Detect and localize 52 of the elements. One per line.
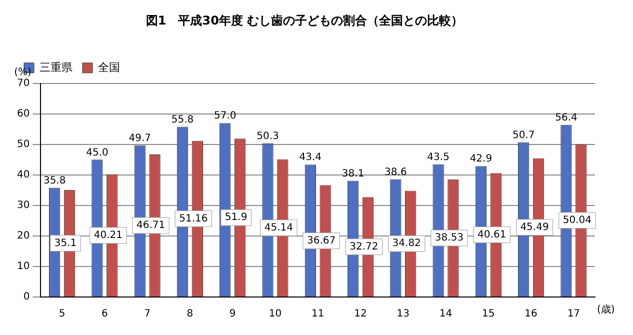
y-axis-title: (%)	[14, 66, 32, 78]
data-label: 40.61	[478, 229, 506, 240]
data-label: 49.7	[128, 132, 151, 144]
x-tick-label: 15	[482, 308, 495, 320]
x-tick-label: 9	[229, 308, 236, 320]
data-label: 50.3	[256, 131, 279, 142]
data-label: 32.72	[350, 241, 378, 252]
legend-label: 全国	[98, 60, 120, 74]
data-label: 57.0	[214, 110, 236, 122]
x-tick-label: 7	[144, 308, 151, 320]
data-label: 38.53	[434, 232, 464, 244]
x-axis-title: (歳)	[597, 304, 615, 316]
data-label: 56.4	[555, 112, 578, 124]
data-label: 45.0	[86, 147, 108, 158]
data-label: 50.7	[512, 130, 535, 141]
x-tick-label: 12	[354, 308, 367, 320]
data-label: 50.04	[562, 214, 592, 226]
data-label: 34.82	[392, 238, 421, 250]
y-tick-label: 70	[16, 78, 30, 89]
data-label: 51.16	[179, 213, 208, 224]
y-tick-label: 20	[16, 230, 30, 242]
data-label: 35.1	[54, 238, 77, 249]
x-tick-label: 16	[524, 308, 538, 320]
y-tick-label: 40	[16, 170, 30, 181]
x-tick-label: 11	[311, 308, 324, 320]
legend-label: 三重県	[40, 60, 72, 74]
data-label: 42.9	[470, 154, 492, 165]
data-label: 40.21	[94, 230, 122, 241]
data-label: 35.8	[43, 175, 66, 186]
data-label: 43.4	[299, 152, 322, 164]
x-tick-label: 8	[186, 308, 194, 320]
x-tick-label: 6	[101, 308, 108, 320]
x-tick-label: 13	[396, 308, 410, 320]
data-label: 36.67	[307, 235, 336, 246]
data-label: 38.1	[342, 168, 364, 180]
y-tick-label: 30	[16, 200, 30, 212]
data-label: 55.8	[171, 114, 194, 126]
x-tick-label: 5	[58, 308, 66, 320]
x-tick-label: 14	[439, 308, 452, 320]
y-tick-label: 0	[23, 292, 30, 303]
chart-title: 図1 平成30年度 むし歯の子どもの割合（全国との比較）	[146, 13, 464, 28]
x-tick-label: 10	[268, 308, 282, 320]
x-tick-label: 17	[567, 308, 580, 320]
data-label: 45.14	[264, 222, 294, 234]
y-tick-label: 50	[16, 139, 30, 150]
data-label: 43.5	[427, 152, 450, 163]
data-label: 45.49	[520, 222, 549, 233]
y-tick-label: 60	[16, 108, 30, 120]
y-tick-label: 10	[16, 261, 30, 272]
data-label: 46.71	[136, 220, 166, 232]
data-label: 38.6	[384, 166, 407, 178]
data-label: 51.9	[224, 212, 248, 224]
